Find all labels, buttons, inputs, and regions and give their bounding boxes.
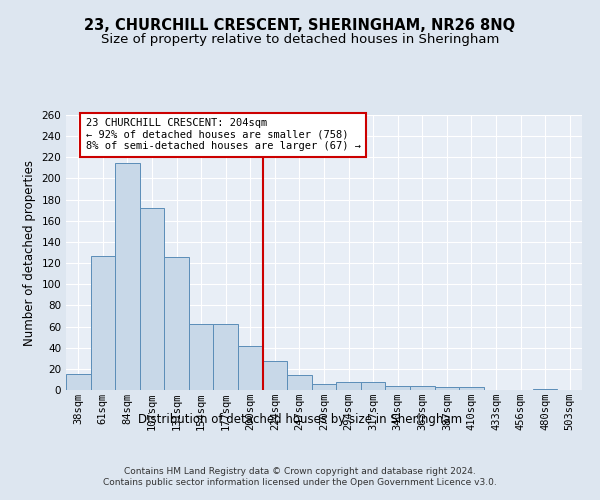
Bar: [385, 386, 410, 390]
Bar: [336, 382, 361, 390]
Text: 23 CHURCHILL CRESCENT: 204sqm
← 92% of detached houses are smaller (758)
8% of s: 23 CHURCHILL CRESCENT: 204sqm ← 92% of d…: [86, 118, 361, 152]
Bar: [263, 362, 287, 390]
Bar: [66, 374, 91, 390]
Text: Distribution of detached houses by size in Sheringham: Distribution of detached houses by size …: [138, 412, 462, 426]
Bar: [312, 384, 336, 390]
Bar: [189, 324, 214, 390]
Y-axis label: Number of detached properties: Number of detached properties: [23, 160, 36, 346]
Text: 23, CHURCHILL CRESCENT, SHERINGHAM, NR26 8NQ: 23, CHURCHILL CRESCENT, SHERINGHAM, NR26…: [85, 18, 515, 32]
Bar: [434, 387, 459, 390]
Bar: [238, 346, 263, 390]
Bar: [91, 256, 115, 390]
Bar: [287, 375, 312, 390]
Bar: [164, 256, 189, 390]
Bar: [214, 324, 238, 390]
Bar: [115, 162, 140, 390]
Text: Contains HM Land Registry data © Crown copyright and database right 2024.
Contai: Contains HM Land Registry data © Crown c…: [103, 468, 497, 487]
Bar: [361, 382, 385, 390]
Bar: [410, 386, 434, 390]
Bar: [140, 208, 164, 390]
Bar: [533, 389, 557, 390]
Bar: [459, 387, 484, 390]
Text: Size of property relative to detached houses in Sheringham: Size of property relative to detached ho…: [101, 32, 499, 46]
